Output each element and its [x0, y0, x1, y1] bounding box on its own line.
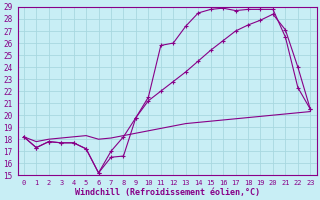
- X-axis label: Windchill (Refroidissement éolien,°C): Windchill (Refroidissement éolien,°C): [75, 188, 260, 197]
